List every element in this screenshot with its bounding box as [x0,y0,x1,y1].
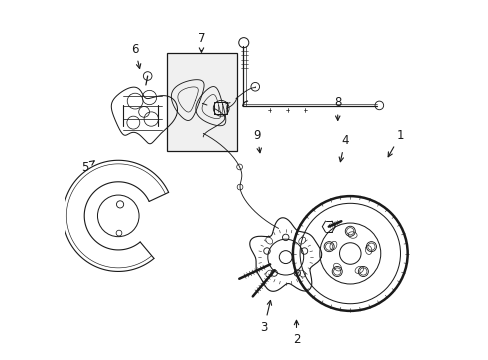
Text: 2: 2 [292,320,300,346]
Bar [167,53,237,151]
Text: 6: 6 [131,42,141,68]
Text: 4: 4 [339,134,348,162]
Text: 1: 1 [387,129,404,157]
Text: 7: 7 [197,32,205,52]
Text: 8: 8 [333,96,341,120]
Text: 9: 9 [253,129,261,153]
Text: 5: 5 [81,161,94,174]
Text: 3: 3 [260,301,271,333]
